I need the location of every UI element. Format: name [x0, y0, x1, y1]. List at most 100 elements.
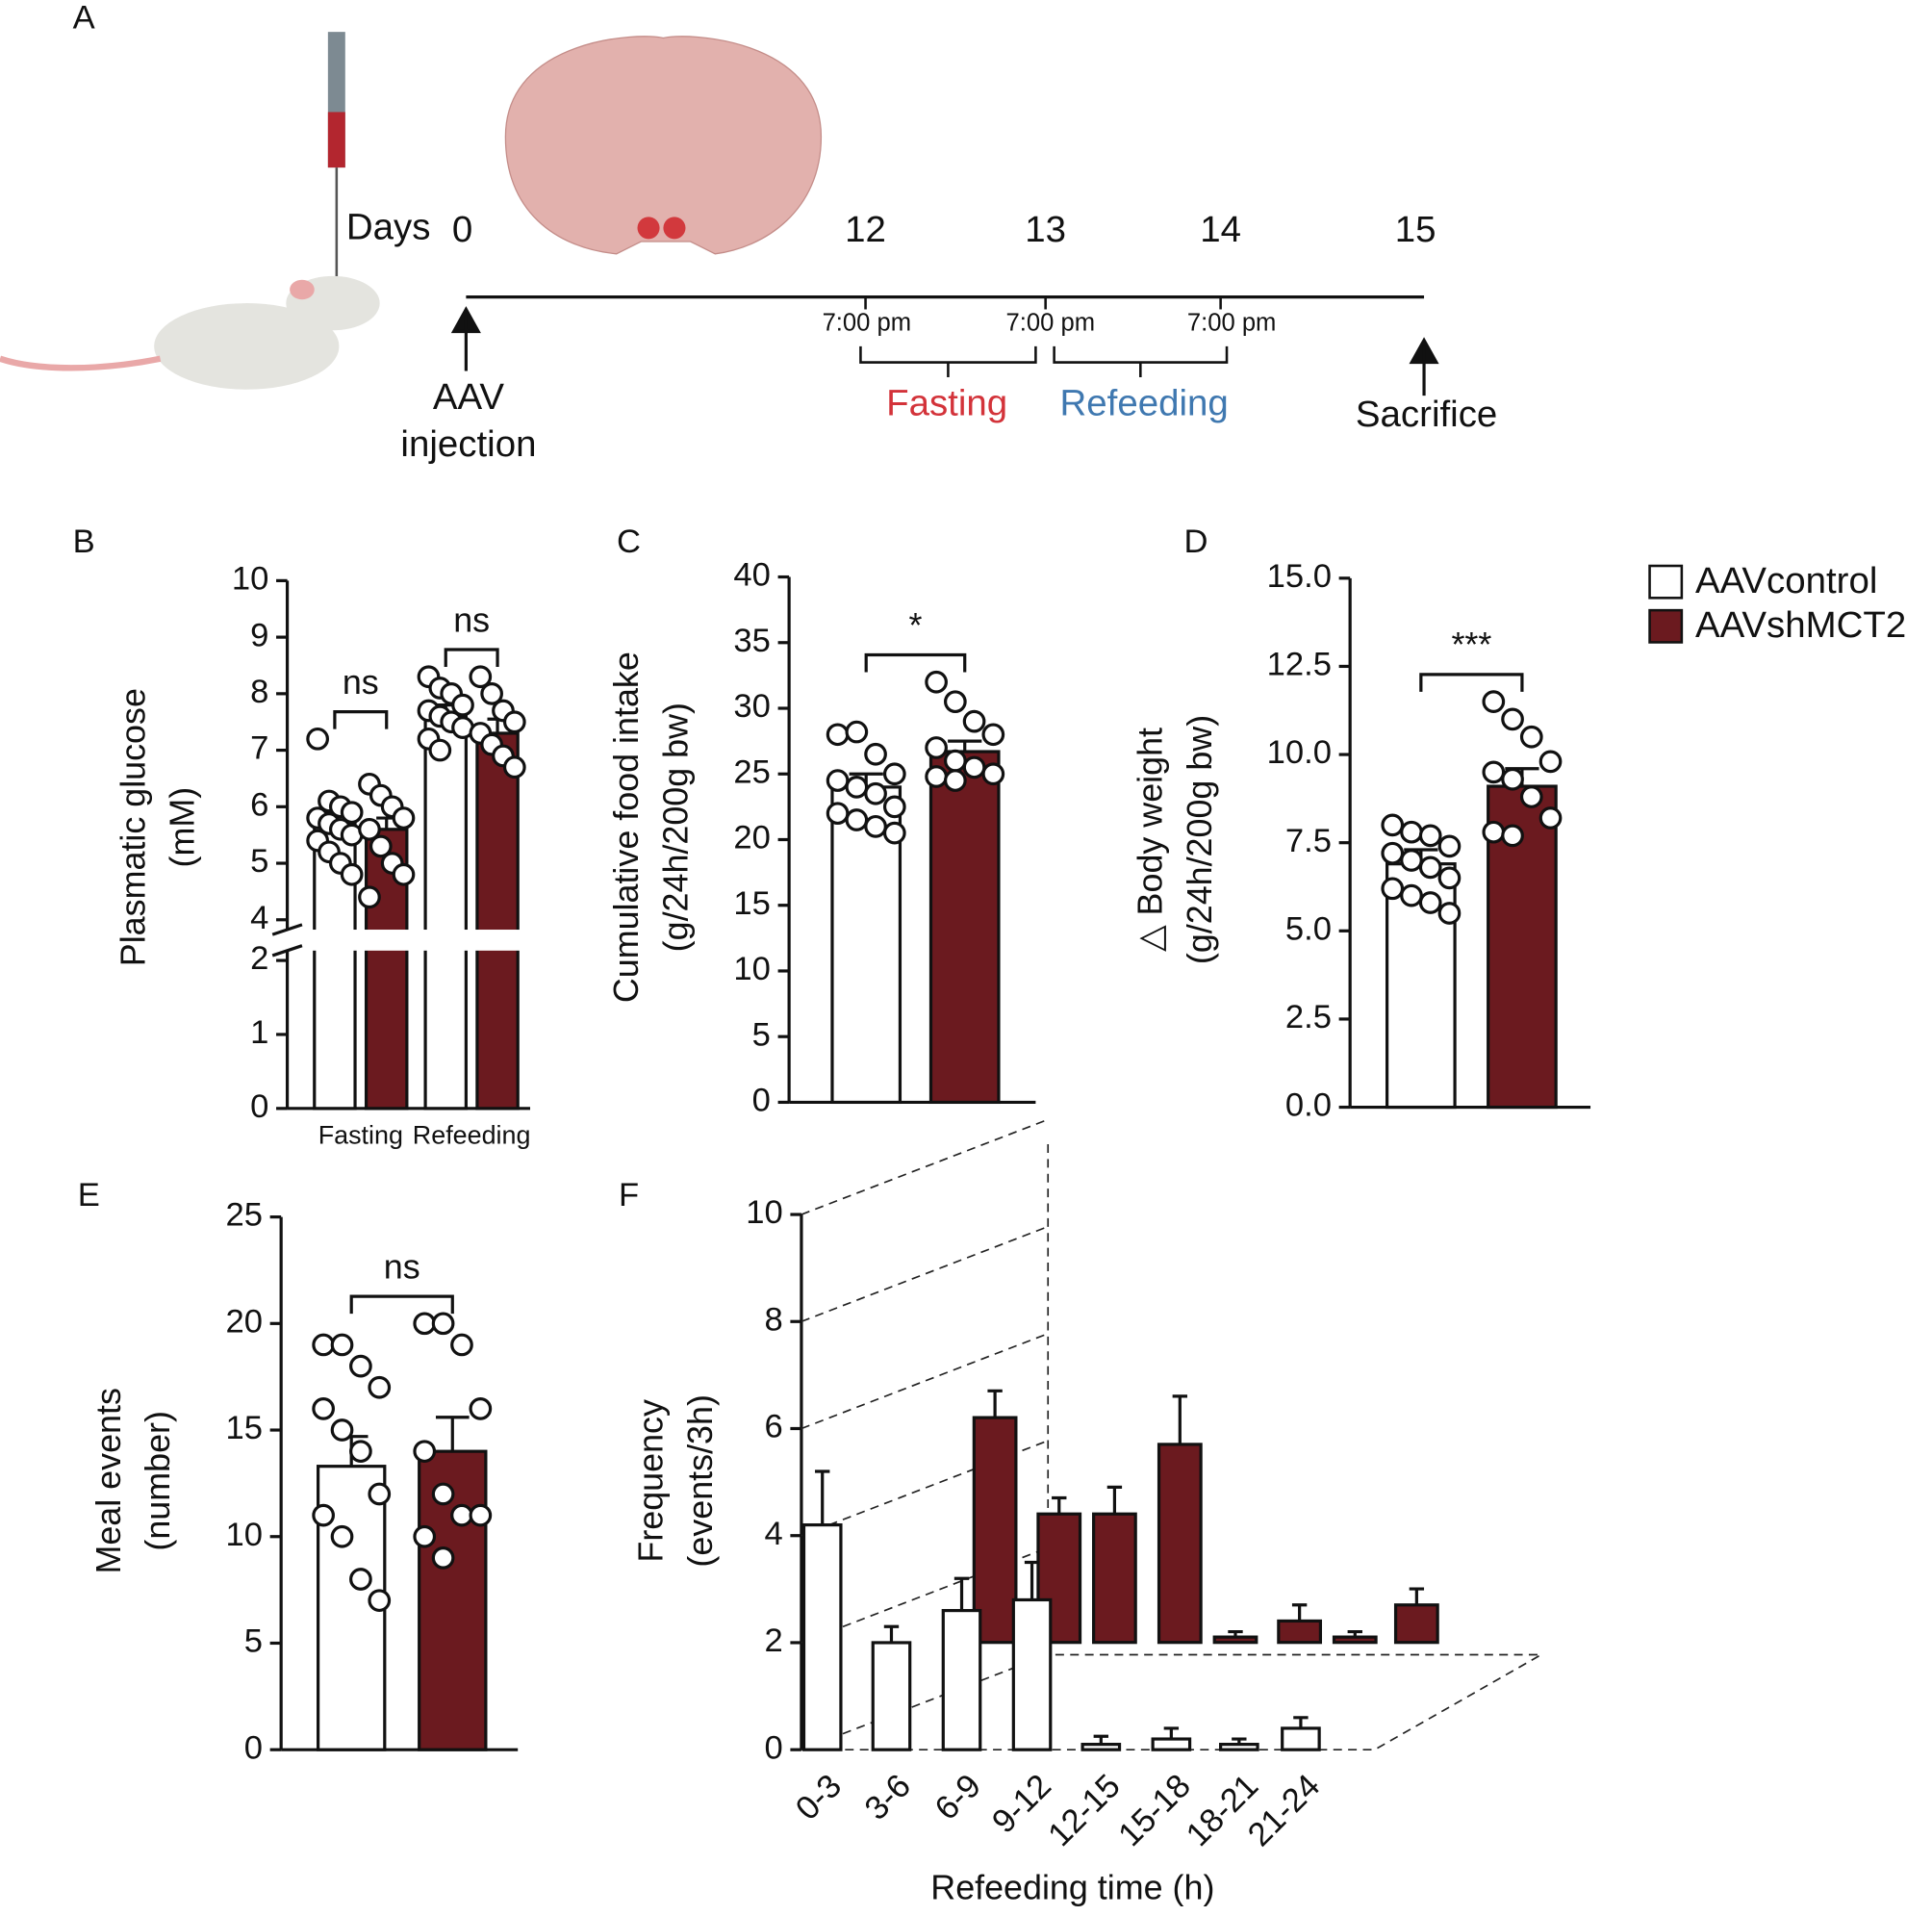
data-point [450, 1333, 473, 1357]
data-point [1381, 841, 1405, 865]
data-point [845, 720, 869, 744]
day-label: 14 [1200, 209, 1241, 250]
arrow [450, 306, 481, 371]
bar [423, 714, 468, 1111]
data-point [1519, 785, 1543, 808]
legend-swatch [1648, 564, 1684, 600]
day-label: 13 [1025, 209, 1066, 250]
y-tick-label: 4 [250, 900, 268, 936]
data-point [1381, 877, 1405, 901]
data-point [349, 1568, 372, 1591]
data-point [340, 862, 364, 886]
bar [972, 1416, 1018, 1645]
y-tick-label: 0.0 [1285, 1087, 1332, 1124]
data-point [349, 1354, 372, 1378]
y-tick-label: 6 [764, 1409, 782, 1445]
y-tick-label: 30 [733, 688, 770, 725]
data-point [312, 1503, 335, 1527]
time-label: 7:00 pm [823, 310, 912, 337]
data-point [1538, 806, 1563, 830]
data-point [428, 738, 452, 762]
error-bar [883, 1624, 900, 1643]
data-point [925, 670, 948, 694]
data-point [962, 755, 986, 779]
data-point [1400, 883, 1423, 907]
panel-label: A [73, 0, 95, 36]
y-tick-label: 20 [225, 1303, 262, 1340]
y-tick-label: 5 [752, 1016, 771, 1053]
bar [1332, 1635, 1378, 1645]
y-tick-label: 2 [764, 1622, 782, 1659]
error-bar [1291, 1603, 1308, 1622]
data-point [358, 817, 381, 841]
data-point [413, 1312, 437, 1336]
day-label: 12 [845, 209, 886, 250]
panel-label: F [619, 1177, 639, 1213]
data-point [1501, 707, 1524, 731]
x-tick-label: 21-24 [1241, 1768, 1327, 1853]
unit-label: Days [346, 206, 431, 247]
time-label: 7:00 pm [1187, 310, 1277, 337]
error-bar [1052, 1495, 1067, 1515]
y-tick-label: 0 [244, 1729, 263, 1766]
data-point [826, 802, 850, 826]
x-tick-label: 15-18 [1111, 1768, 1197, 1853]
y-axis-label: Frequency [632, 1399, 671, 1563]
bar [1151, 1737, 1192, 1751]
error-bar [1232, 1737, 1247, 1745]
data-point [1437, 902, 1462, 925]
significance-bracket [333, 710, 389, 729]
data-point [1482, 820, 1506, 844]
error-bar [1293, 1716, 1309, 1728]
error-bar [1163, 1726, 1180, 1740]
data-point [1400, 820, 1423, 844]
y-tick-label: 2 [250, 940, 268, 977]
error-bar [987, 1389, 1003, 1418]
y-tick-label: 25 [225, 1197, 262, 1234]
data-point [480, 681, 503, 705]
error-bar [1106, 1485, 1123, 1515]
y-tick-label: 10 [733, 951, 770, 987]
data-point [431, 1482, 455, 1506]
y-tick-label: 20 [733, 820, 770, 856]
error-bar [1172, 1394, 1188, 1444]
data-point [962, 709, 986, 733]
y-axis-label: (g/24h/200g bw) [656, 703, 695, 952]
event-label: injection [400, 423, 536, 465]
error-bar [815, 1469, 830, 1525]
data-point [1418, 824, 1442, 848]
x-axis-label: Refeeding time (h) [930, 1869, 1214, 1907]
y-tick-label: 5 [250, 843, 268, 880]
syringe-fluid [327, 112, 345, 168]
data-point [943, 690, 967, 714]
data-point [1482, 760, 1506, 784]
data-point [450, 1503, 473, 1527]
data-point [1437, 834, 1462, 858]
error-bar [1409, 1587, 1425, 1605]
x-tick-label: 12-15 [1041, 1768, 1127, 1853]
bar [1011, 1597, 1053, 1751]
data-point [368, 1375, 392, 1399]
data-point [864, 781, 887, 805]
data-point [431, 1546, 455, 1570]
data-point [330, 1333, 354, 1357]
data-point [1381, 813, 1405, 837]
data-point [943, 749, 967, 773]
data-point [1437, 866, 1462, 890]
y-tick-label: 40 [733, 557, 770, 594]
data-point [392, 862, 416, 886]
y-tick-label: 5.0 [1285, 910, 1332, 947]
significance-label: *** [1451, 626, 1491, 664]
data-point [925, 765, 948, 788]
y-tick-label: 0 [764, 1729, 782, 1766]
error-bar [1093, 1734, 1109, 1745]
data-point [1400, 849, 1423, 872]
y-tick-label: 4 [764, 1516, 782, 1552]
legend-swatch [1648, 608, 1684, 644]
data-point [864, 814, 887, 838]
panel-label: D [1183, 524, 1208, 560]
panel-label: E [78, 1177, 100, 1213]
axis-break-gap [272, 930, 531, 951]
legend-label: AAVshMCT2 [1695, 604, 1906, 646]
